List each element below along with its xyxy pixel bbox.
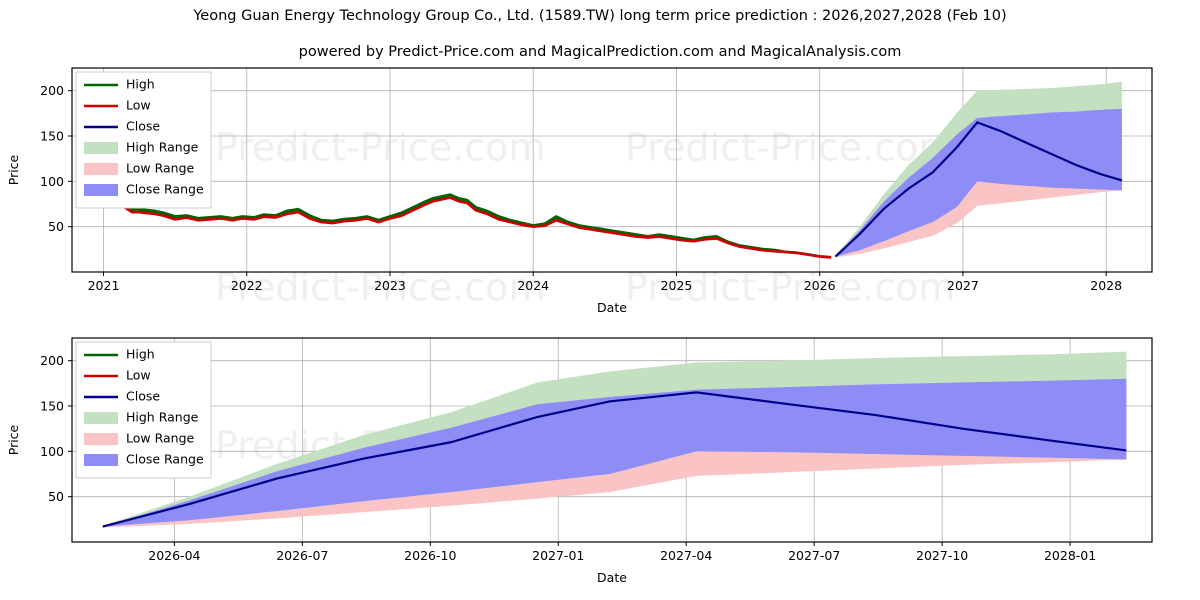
low-range-band (835, 167, 1122, 258)
y-tick-label: 150 (40, 399, 64, 414)
page-title: Yeong Guan Energy Technology Group Co., … (193, 8, 1007, 24)
high-range-band (835, 81, 1122, 257)
legend-patch-swatch (84, 433, 118, 445)
legend-item[interactable]: Close (84, 119, 160, 134)
legend-item[interactable]: High (84, 347, 155, 362)
legend-item[interactable]: Low (84, 98, 151, 113)
x-tick-label: 2023 (374, 278, 406, 293)
legend-item[interactable]: Close Range (84, 452, 204, 467)
legend-item[interactable]: Low Range (84, 431, 195, 446)
plot-frame (71, 337, 1153, 543)
x-tick-label: 2028 (1090, 278, 1122, 293)
watermark-text: Predict-Price.com (215, 126, 546, 170)
high-range-band (102, 351, 1127, 527)
y-tick-label: 100 (40, 444, 64, 459)
page-subtitle: powered by Predict-Price.com and Magical… (298, 44, 902, 60)
x-tick-label: 2027-01 (532, 548, 584, 563)
x-tick-label: 2022 (231, 278, 263, 293)
x-tick-label: 2027-04 (660, 548, 712, 563)
x-tick-label: 2028-01 (1044, 548, 1096, 563)
x-axis-title: Date (597, 570, 627, 585)
x-tick-label: 2027-07 (788, 548, 840, 563)
close-forecast-line (102, 391, 1127, 528)
x-tick-label: 2026-04 (148, 548, 200, 563)
y-tick-label: 150 (40, 129, 64, 144)
x-axis-title: Date (597, 300, 627, 315)
legend-item-label: Close Range (126, 452, 204, 467)
legend-item[interactable]: Low (84, 368, 151, 383)
legend-item[interactable]: Low Range (84, 161, 195, 176)
legend-item[interactable]: Close Range (84, 182, 204, 197)
legend-item-label: Close Range (126, 182, 204, 197)
y-tick-label: 50 (48, 219, 64, 234)
top-chart-svg: Predict-Price.com Predict-Price.com Predic… (6, 67, 1153, 315)
legend-item[interactable]: High Range (84, 410, 199, 425)
legend-item-label: High (126, 347, 155, 362)
close-range-band (102, 378, 1127, 527)
legend-item-label: Close (126, 119, 160, 134)
y-tick-label: 200 (40, 353, 64, 368)
historical-high-low-band (120, 194, 832, 258)
x-tick-label: 2026-07 (276, 548, 328, 563)
top-chart-container: Predict-Price.com Predict-Price.com Predic… (0, 60, 1200, 320)
legend-patch-swatch (84, 163, 118, 175)
legend-item[interactable]: High (84, 77, 155, 92)
y-tick-label: 100 (40, 174, 64, 189)
legend-item-label: High (126, 77, 155, 92)
legend-patch-swatch (84, 412, 118, 424)
legend-item[interactable]: High Range (84, 140, 199, 155)
legend-patch-swatch (84, 184, 118, 196)
bottom-chart-container: Predict-Price.comPredict-Price.com501001… (0, 330, 1200, 595)
watermark-text: Predict-Price.com (625, 126, 956, 170)
legend-item-label: Close (126, 389, 160, 404)
x-tick-label: 2024 (517, 278, 549, 293)
close-forecast-line (834, 121, 1123, 258)
x-tick-label: 2025 (661, 278, 693, 293)
legend-item-label: Low Range (126, 161, 195, 176)
legend-item-label: Low (126, 98, 151, 113)
legend-item-label: Low Range (126, 431, 195, 446)
y-axis-title: Price (6, 154, 21, 185)
historical-high-line (120, 193, 832, 258)
x-tick-label: 2026 (804, 278, 836, 293)
plot-frame (71, 67, 1153, 273)
x-tick-label: 2027 (947, 278, 979, 293)
legend-patch-swatch (84, 142, 118, 154)
bottom-chart-svg: Predict-Price.comPredict-Price.com501001… (6, 337, 1153, 585)
close-range-band (835, 108, 1122, 257)
watermark-text: Predict-Price.com (215, 266, 546, 310)
watermark-text: Predict-Price.com (625, 266, 956, 310)
legend-item-label: Low (126, 368, 151, 383)
y-tick-label: 50 (48, 489, 64, 504)
legend-item[interactable]: Close (84, 389, 160, 404)
x-tick-label: 2021 (88, 278, 120, 293)
x-tick-label: 2026-10 (404, 548, 456, 563)
low-range-band (102, 439, 1127, 528)
x-tick-label: 2027-10 (916, 548, 968, 563)
legend-patch-swatch (84, 454, 118, 466)
legend-item-label: High Range (126, 410, 199, 425)
y-axis-title: Price (6, 424, 21, 455)
y-tick-label: 200 (40, 83, 64, 98)
historical-low-line (119, 196, 832, 259)
legend-item-label: High Range (126, 140, 199, 155)
